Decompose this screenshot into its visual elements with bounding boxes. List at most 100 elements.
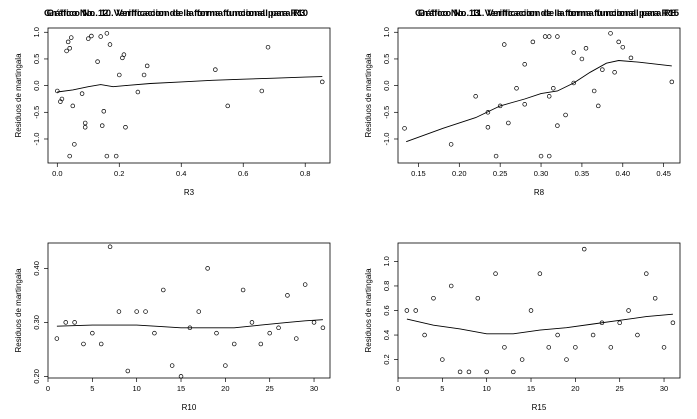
x-tick-label: 10 xyxy=(483,384,491,393)
data-point xyxy=(55,88,60,94)
data-point xyxy=(205,266,210,271)
x-tick-label: 0 xyxy=(396,384,400,393)
data-point xyxy=(528,308,534,313)
data-point xyxy=(113,153,119,159)
data-point xyxy=(431,295,436,301)
x-tick-label: 0 xyxy=(46,384,50,393)
data-point xyxy=(101,108,107,114)
y-tick-label: 0.4 xyxy=(382,330,391,340)
data-point xyxy=(249,320,255,325)
data-point xyxy=(196,309,202,314)
data-point xyxy=(82,120,88,126)
x-tick-label: 30 xyxy=(310,384,318,393)
x-tick-label: 0.30 xyxy=(534,169,549,178)
y-tick-label: 0.2 xyxy=(382,354,391,364)
data-point xyxy=(422,332,427,338)
data-point xyxy=(214,330,219,336)
y-tick-label: 0.6 xyxy=(382,305,391,315)
x-tick-label: 25 xyxy=(266,384,274,393)
chart-title: Gráfico No. 10. Verificacion de la forma… xyxy=(47,8,306,19)
data-point xyxy=(72,320,77,325)
data-point xyxy=(143,309,148,314)
data-point xyxy=(116,309,122,314)
plot-frame xyxy=(397,27,681,164)
data-point xyxy=(135,89,141,95)
data-point xyxy=(311,320,317,325)
data-point xyxy=(258,341,264,347)
smoothed-curve xyxy=(56,319,323,329)
plot-frame xyxy=(47,242,331,379)
x-tick-label: 0.45 xyxy=(656,169,671,178)
data-point xyxy=(475,295,481,301)
data-point xyxy=(59,96,65,102)
data-point xyxy=(590,332,596,338)
smoothed-curve xyxy=(57,76,323,93)
y-tick-label: 1.0 xyxy=(382,256,391,266)
y-axis-label: Residuos de martingala xyxy=(364,268,373,353)
data-point xyxy=(555,34,560,39)
data-point xyxy=(583,46,589,51)
data-point xyxy=(579,56,585,62)
data-point xyxy=(267,330,272,336)
data-point xyxy=(448,142,454,147)
x-axis-label: R3 xyxy=(184,188,195,197)
data-point xyxy=(466,369,472,375)
data-point xyxy=(620,44,626,50)
x-tick-label: 5 xyxy=(90,384,94,393)
x-tick-label: 0.20 xyxy=(452,169,467,178)
y-tick-label: 0.0 xyxy=(32,80,41,90)
data-point xyxy=(89,33,94,39)
data-point xyxy=(502,42,507,47)
data-point xyxy=(98,34,103,39)
chart-panel-3: Gráfico No. 12. Verificacion de la forma… xyxy=(14,8,331,412)
y-tick-label: -0.5 xyxy=(382,106,391,119)
data-point xyxy=(581,246,587,252)
data-point xyxy=(294,336,299,341)
data-point xyxy=(152,330,157,336)
x-tick-label: 0.6 xyxy=(238,169,248,178)
data-point xyxy=(169,363,175,368)
data-point xyxy=(448,283,454,289)
chart-panel-2: Gráfico No. 11. Verificacion de la forma… xyxy=(364,8,681,197)
data-point xyxy=(320,325,326,331)
y-tick-label: 0.5 xyxy=(32,54,41,64)
data-point xyxy=(107,42,113,47)
data-point xyxy=(538,153,544,159)
data-point xyxy=(626,308,631,313)
data-point xyxy=(134,309,139,314)
data-point xyxy=(68,35,74,40)
data-point xyxy=(596,103,601,109)
data-point xyxy=(571,50,576,55)
data-point xyxy=(628,55,634,61)
data-point xyxy=(616,39,621,45)
x-tick-label: 15 xyxy=(527,384,535,393)
x-tick-label: 25 xyxy=(616,384,624,393)
data-point xyxy=(285,293,290,298)
data-point xyxy=(600,67,605,72)
data-point xyxy=(225,103,230,109)
data-point xyxy=(259,88,265,94)
data-point xyxy=(161,287,166,293)
y-tick-label: -1.0 xyxy=(32,133,41,146)
data-point xyxy=(522,62,527,67)
data-point xyxy=(493,153,499,159)
data-point xyxy=(65,39,71,45)
data-point xyxy=(670,320,676,326)
x-tick-label: 10 xyxy=(133,384,141,393)
y-tick-label: 0.8 xyxy=(382,281,391,291)
chart-panel-4: Gráfico No. 13. Verificacion de la forma… xyxy=(364,8,681,412)
data-point xyxy=(440,357,445,362)
x-tick-label: 15 xyxy=(177,384,185,393)
data-point xyxy=(223,363,228,368)
data-point xyxy=(635,332,640,338)
data-point xyxy=(519,357,525,362)
data-point xyxy=(265,44,271,50)
data-point xyxy=(54,336,60,341)
data-point xyxy=(86,36,91,41)
data-point xyxy=(669,79,675,85)
data-point xyxy=(514,86,519,91)
data-point xyxy=(81,341,86,347)
data-point xyxy=(79,91,85,96)
y-axis-label: Residuos de martingala xyxy=(14,268,23,353)
